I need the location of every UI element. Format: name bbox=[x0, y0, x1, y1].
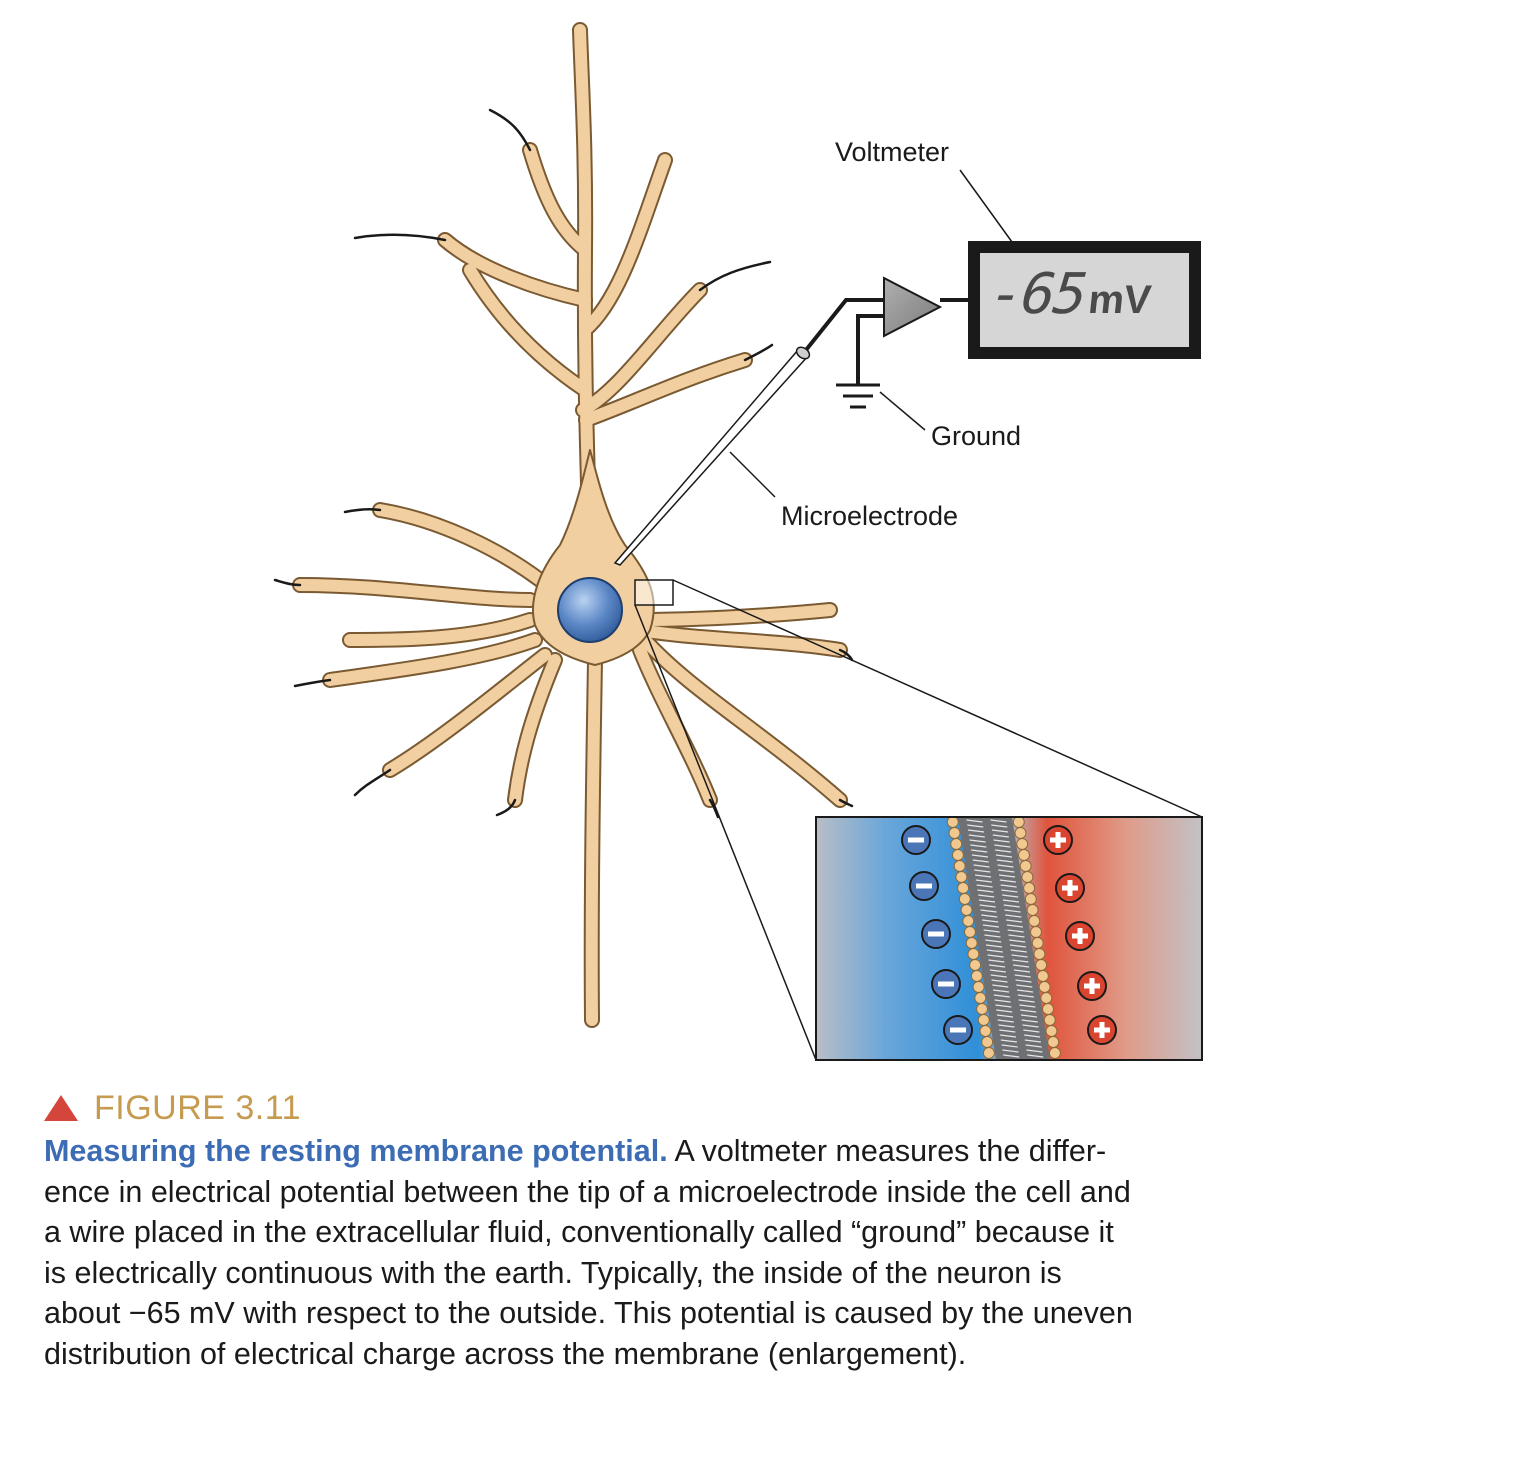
caption-line-text: A voltmeter measures the differ- bbox=[667, 1134, 1107, 1168]
neuron-membrane-potential-diagram bbox=[273, 22, 1203, 1061]
neuron bbox=[273, 22, 854, 1028]
triangle-marker-icon bbox=[44, 1095, 78, 1121]
caption-line: is electrically continuous with the eart… bbox=[44, 1255, 1062, 1290]
readout-unit: mV bbox=[1086, 278, 1154, 322]
ground-label: Ground bbox=[931, 421, 1022, 451]
caption-body: Measuring the resting membrane potential… bbox=[44, 1131, 1484, 1374]
negative-charges bbox=[901, 825, 973, 1045]
figure-caption: FIGURE 3.11 Measuring the resting membra… bbox=[44, 1086, 1484, 1374]
caption-line: about −65 mV with respect to the outside… bbox=[44, 1296, 1133, 1330]
positive-charges bbox=[1043, 825, 1117, 1045]
ground-icon bbox=[836, 383, 880, 409]
nucleus bbox=[557, 577, 623, 643]
microelectrode bbox=[613, 346, 811, 566]
figure-number: FIGURE 3.11 bbox=[94, 1088, 302, 1127]
voltmeter bbox=[959, 169, 1201, 359]
membrane-inset bbox=[816, 817, 1202, 1060]
figure-label: FIGURE 3.11 bbox=[44, 1086, 1484, 1130]
amplifier-circuit bbox=[804, 298, 970, 385]
amplifier-icon bbox=[883, 276, 943, 338]
caption-title: Measuring the resting membrane potential… bbox=[44, 1134, 668, 1168]
voltmeter-label: Voltmeter bbox=[835, 137, 950, 167]
zoom-indicator bbox=[634, 579, 1203, 1061]
caption-line: Measuring the resting membrane potential… bbox=[44, 1131, 1484, 1172]
microelectrode-label: Microelectrode bbox=[781, 501, 959, 531]
caption-line: ence in electrical potential between the… bbox=[44, 1174, 1131, 1209]
caption-line: a wire placed in the extracellular fluid… bbox=[44, 1215, 1114, 1249]
voltmeter-readout: -65mV bbox=[987, 262, 1155, 327]
readout-value: -65 bbox=[986, 262, 1089, 327]
caption-line: distribution of electrical charge across… bbox=[44, 1336, 967, 1371]
